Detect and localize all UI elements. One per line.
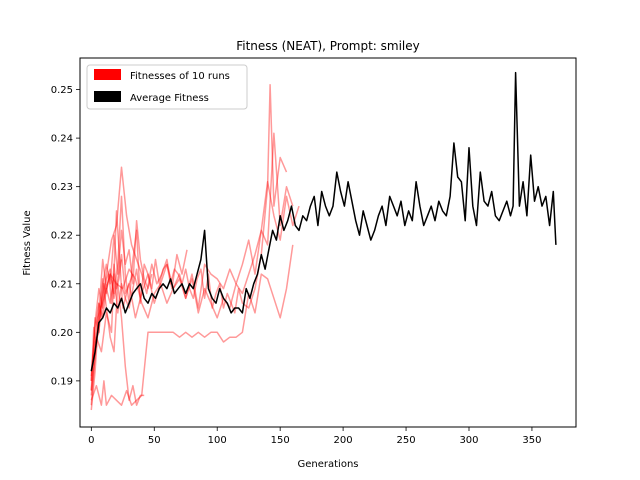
y-tick-label: 0.20 bbox=[51, 328, 73, 339]
legend-label-average: Average Fitness bbox=[130, 93, 209, 104]
average-fitness-line bbox=[90, 71, 557, 372]
y-tick-label: 0.24 bbox=[51, 134, 73, 145]
legend-swatch-runs bbox=[94, 69, 121, 80]
plot-frame bbox=[79, 57, 577, 428]
y-axis-title: Fitness Value bbox=[22, 210, 33, 275]
y-tick-label: 0.19 bbox=[51, 376, 73, 387]
plot-area bbox=[90, 71, 557, 411]
x-tick-label: 100 bbox=[208, 435, 227, 446]
legend-swatch-average bbox=[94, 91, 121, 102]
run-fitness-line-5 bbox=[90, 244, 294, 406]
y-axis: 0.19 0.20 0.21 0.22 0.23 0.24 0.25 bbox=[51, 85, 80, 387]
legend-box bbox=[86, 64, 248, 110]
y-tick-label: 0.21 bbox=[51, 279, 73, 290]
legend: Fitnesses of 10 runs Average Fitness bbox=[86, 64, 248, 110]
run-fitness-line-6 bbox=[90, 278, 145, 406]
x-tick-label: 0 bbox=[88, 435, 94, 446]
x-tick-label: 300 bbox=[459, 435, 478, 446]
run-fitness-line-1 bbox=[90, 181, 300, 406]
x-tick-label: 350 bbox=[522, 435, 541, 446]
x-axis: 0 50 100 150 200 250 300 350 bbox=[88, 427, 541, 446]
run-fitness-line-3 bbox=[90, 132, 294, 391]
y-tick-label: 0.25 bbox=[51, 85, 73, 96]
run-fitness-line-9 bbox=[90, 268, 142, 377]
x-tick-label: 200 bbox=[334, 435, 353, 446]
x-tick-label: 250 bbox=[397, 435, 416, 446]
x-tick-label: 50 bbox=[148, 435, 161, 446]
run-fitness-line-2 bbox=[90, 166, 188, 396]
run-fitness-line-7 bbox=[90, 253, 134, 381]
run-fitness-line-8 bbox=[90, 219, 153, 391]
x-axis-title: Generations bbox=[298, 459, 359, 470]
x-tick-label: 150 bbox=[271, 435, 290, 446]
legend-label-runs: Fitnesses of 10 runs bbox=[130, 71, 230, 82]
y-tick-label: 0.23 bbox=[51, 182, 73, 193]
y-tick-label: 0.22 bbox=[51, 231, 73, 242]
chart-title: Fitness (NEAT), Prompt: smiley bbox=[236, 39, 420, 53]
